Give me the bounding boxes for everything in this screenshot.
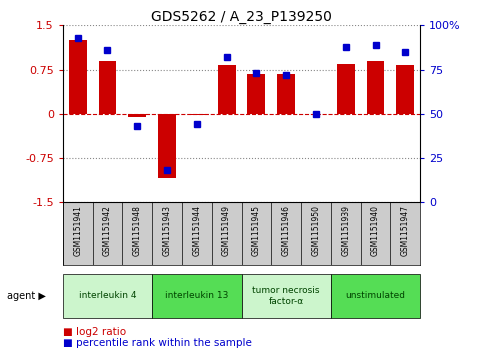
Text: interleukin 4: interleukin 4	[79, 291, 136, 300]
Text: GSM1151941: GSM1151941	[73, 205, 82, 256]
Bar	[188, 114, 206, 115]
Bar	[247, 74, 265, 114]
Text: GSM1151949: GSM1151949	[222, 205, 231, 256]
Bar	[158, 114, 176, 178]
Bar	[367, 61, 384, 114]
Bar	[99, 61, 116, 114]
Text: interleukin 13: interleukin 13	[165, 291, 228, 300]
Text: GSM1151945: GSM1151945	[252, 205, 261, 256]
Bar	[128, 114, 146, 117]
Text: unstimulated: unstimulated	[345, 291, 406, 300]
Text: GSM1151944: GSM1151944	[192, 205, 201, 256]
Text: ■ log2 ratio: ■ log2 ratio	[63, 327, 126, 337]
Bar	[337, 64, 355, 114]
Text: GSM1151943: GSM1151943	[163, 205, 171, 256]
Title: GDS5262 / A_23_P139250: GDS5262 / A_23_P139250	[151, 11, 332, 24]
Text: agent ▶: agent ▶	[7, 291, 46, 301]
Bar	[277, 74, 295, 114]
Bar	[69, 40, 86, 114]
Text: GSM1151948: GSM1151948	[133, 205, 142, 256]
Bar	[397, 65, 414, 114]
Text: GSM1151950: GSM1151950	[312, 205, 320, 256]
Text: GSM1151939: GSM1151939	[341, 205, 350, 256]
Text: tumor necrosis
factor-α: tumor necrosis factor-α	[253, 286, 320, 306]
Text: ■ percentile rank within the sample: ■ percentile rank within the sample	[63, 338, 252, 348]
Text: GSM1151947: GSM1151947	[401, 205, 410, 256]
Text: GSM1151942: GSM1151942	[103, 205, 112, 256]
Text: GSM1151940: GSM1151940	[371, 205, 380, 256]
Bar	[218, 65, 236, 114]
Text: GSM1151946: GSM1151946	[282, 205, 291, 256]
